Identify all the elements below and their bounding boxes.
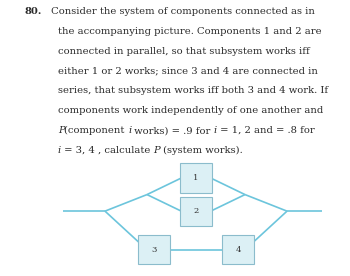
Text: i: i: [128, 126, 131, 135]
Text: i: i: [58, 146, 61, 155]
Text: works) = .9 for: works) = .9 for: [131, 126, 214, 135]
Text: either 1 or 2 works; since 3 and 4 are connected in: either 1 or 2 works; since 3 and 4 are c…: [58, 67, 318, 76]
FancyBboxPatch shape: [180, 197, 212, 226]
FancyBboxPatch shape: [222, 235, 254, 264]
FancyBboxPatch shape: [138, 235, 170, 264]
Text: (system works).: (system works).: [160, 146, 243, 155]
FancyBboxPatch shape: [180, 163, 212, 193]
Text: i: i: [214, 126, 217, 135]
Text: Consider the system of components connected as in: Consider the system of components connec…: [48, 7, 315, 16]
Text: 80.: 80.: [25, 7, 42, 16]
Text: components work independently of one another and: components work independently of one ano…: [58, 106, 323, 115]
Text: 2: 2: [194, 207, 199, 215]
Text: (component: (component: [64, 126, 128, 135]
Text: 1: 1: [193, 174, 199, 182]
Text: P: P: [58, 126, 64, 135]
Text: 4: 4: [235, 246, 241, 254]
Text: P: P: [154, 146, 160, 155]
Text: series, that subsystem works iff both 3 and 4 work. If: series, that subsystem works iff both 3 …: [58, 86, 328, 95]
Text: 3: 3: [151, 246, 157, 254]
Text: = 3, 4 , calculate: = 3, 4 , calculate: [61, 146, 154, 155]
Text: connected in parallel, so that subsystem works iff: connected in parallel, so that subsystem…: [58, 47, 309, 56]
Text: = 1, 2 and = .8 for: = 1, 2 and = .8 for: [217, 126, 315, 135]
Text: the accompanying picture. Components 1 and 2 are: the accompanying picture. Components 1 a…: [58, 27, 321, 36]
